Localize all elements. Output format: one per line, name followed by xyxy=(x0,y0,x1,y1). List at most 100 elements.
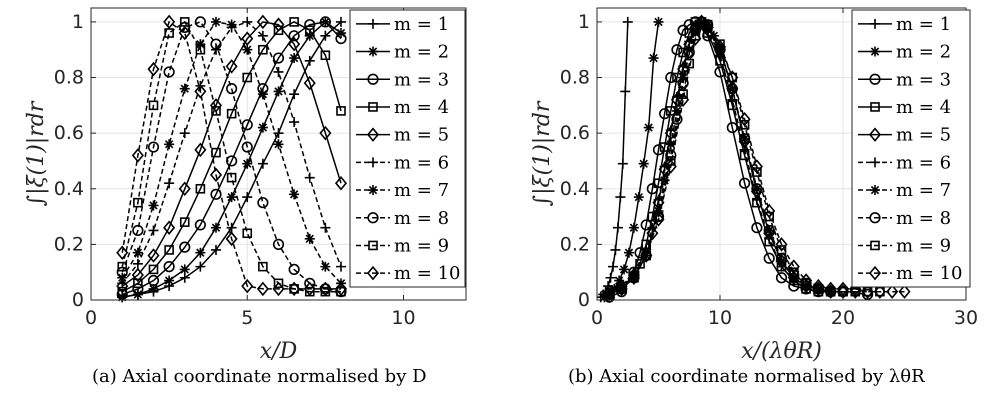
legend: m = 1 m = 2 m = 3 m = 4 m = 5 m = 6 m = 7 m = 8… xyxy=(851,9,971,288)
legend-label-m5: m = 5 xyxy=(896,125,951,146)
data-point-m5 xyxy=(225,59,238,74)
chart-panel-b: 0 10 20 30 0 0.2 0.4 0.6 0.8 1 x/(λθR) ∫|ξ(1)|rdr m … xyxy=(530,7,978,364)
data-point-m2 xyxy=(195,247,206,258)
data-point-m9 xyxy=(258,261,268,272)
data-point-m3 xyxy=(652,144,665,156)
legend-marker-m6 xyxy=(870,157,880,168)
data-point-m4 xyxy=(289,17,299,27)
y-tick-label: 0.6 xyxy=(560,122,590,144)
data-point-m10 xyxy=(750,159,763,174)
y-tick-label: 1 xyxy=(72,11,84,33)
data-point-m10 xyxy=(836,281,850,297)
data-point-m8 xyxy=(226,83,238,95)
legend-marker-m3 xyxy=(869,73,881,85)
data-point-m9 xyxy=(273,278,284,289)
data-point-m9 xyxy=(678,89,688,100)
y-tick-label: 0.4 xyxy=(54,178,84,200)
data-point-m3 xyxy=(194,219,206,231)
data-point-m6 xyxy=(727,94,738,105)
legend-marker-m8 xyxy=(367,212,379,224)
data-point-m3 xyxy=(163,261,175,273)
legend-label-m3: m = 3 xyxy=(394,69,449,90)
data-point-m6 xyxy=(665,125,676,136)
x-tick-label: 0 xyxy=(591,307,603,329)
data-point-m2 xyxy=(242,158,253,169)
data-point-m1 xyxy=(612,222,623,233)
legend-label-m2: m = 2 xyxy=(394,42,449,63)
data-point-m5 xyxy=(726,81,739,96)
legend-marker-m6 xyxy=(368,157,378,168)
data-point-m7 xyxy=(690,25,701,36)
data-point-m8 xyxy=(194,16,206,28)
data-point-m10 xyxy=(319,281,332,297)
legend-label-m10: m = 10 xyxy=(394,263,461,284)
data-point-m7 xyxy=(148,200,159,211)
data-point-m6 xyxy=(179,128,190,139)
data-point-m7 xyxy=(132,247,143,258)
data-point-m4 xyxy=(148,264,159,275)
data-point-m10 xyxy=(861,284,874,299)
data-point-m10 xyxy=(677,92,690,108)
data-point-m7 xyxy=(226,19,237,30)
legend-marker-m10 xyxy=(366,265,380,281)
x-axis-label: x/D xyxy=(260,339,298,364)
data-point-m10 xyxy=(178,25,191,41)
legend-marker-m4 xyxy=(368,102,378,112)
data-point-m10 xyxy=(689,31,702,46)
data-point-m1 xyxy=(179,272,190,283)
caption-a: (a) Axial coordinate normalised by D xyxy=(92,366,427,387)
data-point-m6 xyxy=(751,194,762,205)
data-point-m7 xyxy=(195,39,206,50)
data-point-m2 xyxy=(273,86,284,97)
data-point-m4 xyxy=(242,72,253,83)
data-point-m8 xyxy=(671,113,683,125)
data-point-m7 xyxy=(739,133,750,144)
legend-marker-m1 xyxy=(870,18,880,29)
data-point-m4 xyxy=(304,25,315,36)
data-point-m10 xyxy=(163,14,176,30)
data-point-m5 xyxy=(256,14,269,30)
legend-marker-m10 xyxy=(868,265,882,281)
data-point-m2 xyxy=(257,122,268,133)
data-point-m8 xyxy=(241,141,253,153)
y-tick-label: 0.6 xyxy=(54,122,84,144)
data-point-m3 xyxy=(147,274,160,287)
legend-marker-m3 xyxy=(367,73,379,85)
data-point-m3 xyxy=(241,119,253,131)
data-point-m7 xyxy=(641,250,652,261)
data-point-m5 xyxy=(131,267,144,283)
data-point-m3 xyxy=(738,177,751,189)
data-point-m4 xyxy=(133,278,143,289)
data-point-m7 xyxy=(684,44,695,55)
data-point-m10 xyxy=(824,281,837,297)
data-point-m2 xyxy=(304,30,315,41)
series-line-m10 xyxy=(121,20,341,290)
data-point-m10 xyxy=(738,111,751,127)
data-point-m10 xyxy=(873,284,886,299)
data-point-m9 xyxy=(242,228,253,239)
data-point-m5 xyxy=(194,142,207,158)
data-point-m8 xyxy=(132,224,144,237)
data-point-m1 xyxy=(617,158,628,169)
legend-label-m4: m = 4 xyxy=(394,97,449,118)
data-point-m3 xyxy=(226,155,238,167)
data-point-m3 xyxy=(179,241,191,253)
data-point-m8 xyxy=(738,133,751,145)
data-point-m3 xyxy=(634,247,646,259)
legend-label-m8: m = 8 xyxy=(896,208,951,229)
legend-label-m5: m = 5 xyxy=(394,125,449,146)
data-point-m10 xyxy=(615,278,628,294)
data-point-m7 xyxy=(671,105,682,116)
data-point-m3 xyxy=(677,24,689,36)
data-point-m9 xyxy=(211,106,221,116)
data-point-m10 xyxy=(886,284,899,299)
series-line-m3 xyxy=(122,21,342,296)
data-point-m10 xyxy=(603,284,616,299)
data-point-m1 xyxy=(195,261,206,272)
data-point-m10 xyxy=(695,14,708,30)
data-point-m2 xyxy=(614,275,625,286)
data-point-m10 xyxy=(303,281,316,297)
series-line-m5 xyxy=(121,21,342,287)
